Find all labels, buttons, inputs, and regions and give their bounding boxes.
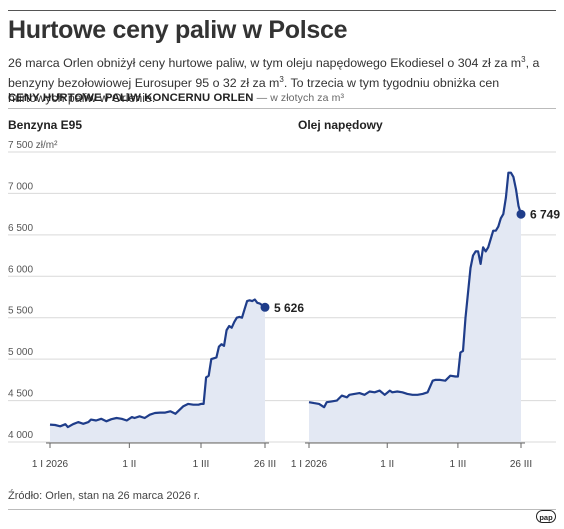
footer-divider	[8, 509, 556, 510]
top-rule	[8, 10, 556, 11]
series-area-0	[50, 299, 265, 442]
y-tick-label: 7 000	[8, 181, 33, 192]
last-value-dot	[516, 209, 526, 219]
x-tick-label: 26 III	[510, 459, 532, 470]
last-value-label: 5 626	[274, 301, 304, 315]
pap-logo: pap	[536, 510, 556, 523]
y-tick-label: 6 500	[8, 223, 33, 234]
lead-text-2: , a benzyny bezołowiowej Eurosuper 95 o …	[8, 56, 540, 90]
x-tick-label: 1 II	[122, 459, 136, 470]
last-value-label: 6 749	[530, 208, 560, 222]
subtitle-divider	[8, 108, 556, 109]
x-tick-label: 1 I 2026	[291, 459, 328, 470]
x-tick-label: 1 III	[193, 459, 210, 470]
panel-title-benzyna: Benzyna E95	[8, 118, 83, 132]
y-tick-label: 4 000	[8, 430, 33, 441]
series-area-1	[309, 172, 521, 442]
y-tick-label: 5 500	[8, 306, 33, 317]
source-note: Źródło: Orlen, stan na 26 marca 2026 r.	[8, 490, 200, 502]
y-tick-label: 4 500	[8, 389, 33, 400]
x-tick-label: 1 II	[380, 459, 394, 470]
last-value-dot	[260, 302, 270, 312]
x-tick-label: 1 I 2026	[32, 459, 69, 470]
y-tick-label: 5 000	[8, 347, 33, 358]
x-tick-label: 1 III	[450, 459, 467, 470]
y-tick-label: 7 500 zł/m²	[8, 140, 58, 151]
x-tick-label: 26 III	[254, 459, 276, 470]
series-line-1	[308, 171, 523, 409]
chart-subtitle-main: CENY HURTOWE PALIW KONCERNU ORLEN	[8, 92, 254, 104]
panel-title-olej: Olej napędowy	[298, 118, 383, 132]
lead-sup-1: 3	[521, 55, 526, 64]
chart-subtitle: CENY HURTOWE PALIW KONCERNU ORLEN — w zł…	[8, 92, 344, 104]
lead-sup-2: 3	[279, 74, 284, 84]
y-tick-label: 6 000	[8, 264, 33, 275]
page-title: Hurtowe ceny paliw w Polsce	[8, 16, 348, 44]
lead-paragraph: 26 marca Orlen obniżył ceny hurtowe pali…	[8, 52, 556, 107]
chart-subtitle-unit: — w złotych za m³	[253, 92, 345, 104]
lead-text-1: 26 marca Orlen obniżył ceny hurtowe pali…	[8, 56, 522, 71]
series-line-0	[49, 298, 266, 429]
lead-text-3: . To trzecia w tym tygodniu obniżka cen …	[8, 75, 500, 106]
